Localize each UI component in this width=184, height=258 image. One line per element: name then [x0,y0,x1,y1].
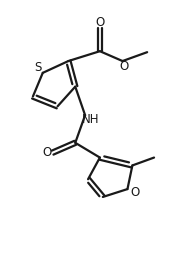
Text: S: S [34,61,42,75]
Text: O: O [119,60,128,74]
Text: O: O [42,146,51,159]
Text: NH: NH [82,113,100,126]
Text: O: O [95,16,105,29]
Text: O: O [131,186,140,199]
